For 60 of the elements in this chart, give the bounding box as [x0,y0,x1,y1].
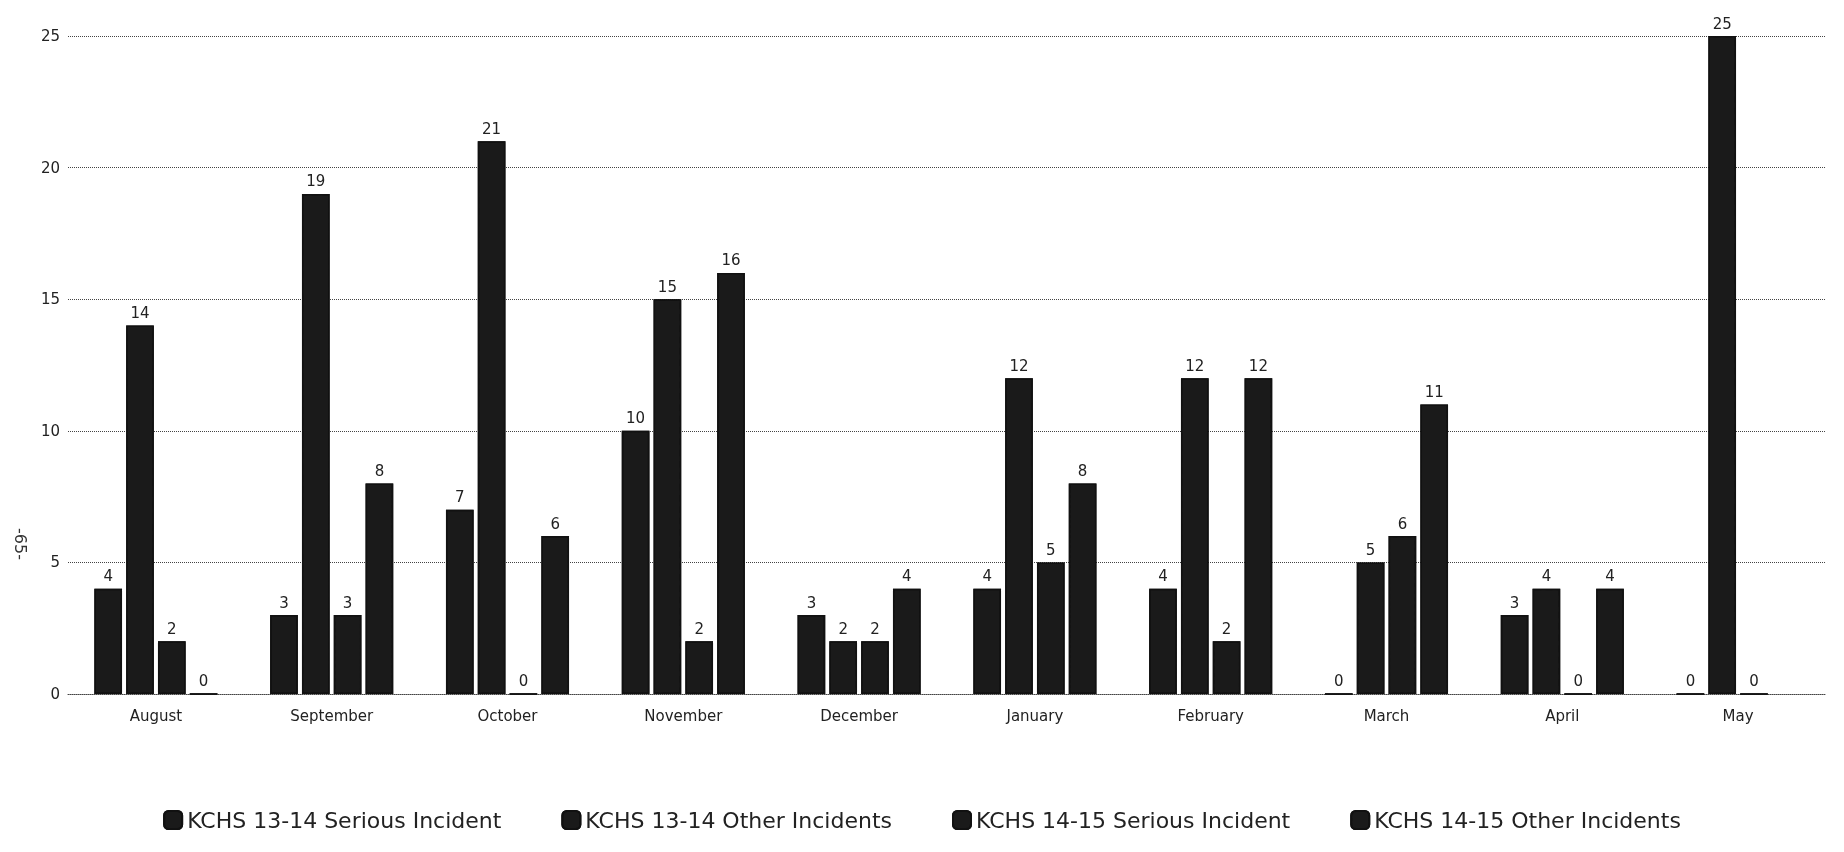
x-tick-label: May [1722,706,1754,725]
data-label: 2 [167,619,177,638]
x-tick-label: November [644,706,724,725]
x-tick-label: March [1363,706,1410,725]
y-tick-label: 25 [40,27,60,45]
data-label: 2 [694,619,704,638]
data-label: 2 [838,619,848,638]
data-label: 0 [1334,671,1344,690]
x-tick-label: January [1005,706,1064,725]
legend-label: KCHS 13-14 Other Incidents [585,807,892,833]
data-label: 0 [1685,671,1696,690]
x-tick-label: December [820,706,899,725]
x-tick-label: February [1177,706,1245,725]
data-label: 21 [482,119,502,138]
legend-label: KCHS 14-15 Serious Incident [976,807,1291,833]
data-label: 0 [1749,671,1759,690]
data-label: 12 [1009,356,1029,375]
data-label: 2 [1221,619,1232,638]
data-label: 12 [1185,356,1205,375]
data-label: 15 [657,277,677,296]
data-label: 16 [721,251,741,270]
data-label: 4 [1541,567,1552,586]
y-tick-label: 15 [40,290,60,309]
data-label: 7 [455,488,465,507]
data-label: 0 [1573,671,1583,690]
y-tick-label: 0 [50,685,60,703]
x-tick-label: August [129,706,183,725]
data-label: 0 [198,671,209,690]
data-label: 0 [518,671,529,690]
data-label: 4 [1605,567,1615,586]
data-label: 19 [306,172,326,191]
legend-label: KCHS 14-15 Other Incidents [1374,807,1681,833]
data-label: 4 [982,567,992,586]
y-tick-label: 20 [40,158,60,177]
data-label: 14 [130,304,150,323]
data-label: 10 [626,409,646,428]
y-tick-label: 10 [40,421,60,440]
data-label: 8 [1077,461,1088,480]
data-label: 2 [870,619,880,638]
x-tick-label: October [477,706,539,725]
data-label: 5 [1365,540,1376,559]
data-label: 3 [806,593,817,612]
data-label: 4 [1158,567,1168,586]
data-label: 3 [1509,593,1520,612]
data-label: 3 [279,593,289,612]
data-label: 25 [1712,14,1732,33]
data-label: 3 [342,593,353,612]
x-tick-label: April [1545,706,1580,725]
y-tick-label: 5 [50,553,60,572]
legend-label: KCHS 13-14 Serious Incident [187,807,502,833]
data-label: 6 [550,514,560,533]
data-label: 11 [1424,382,1444,401]
data-label: 6 [1397,514,1408,533]
x-tick-label: September [290,706,374,725]
data-label: 4 [902,567,912,586]
data-label: 5 [1046,540,1056,559]
data-label: 8 [374,461,385,480]
data-label: 12 [1248,356,1268,375]
text: -65- [10,528,30,560]
data-label: 4 [103,567,113,586]
